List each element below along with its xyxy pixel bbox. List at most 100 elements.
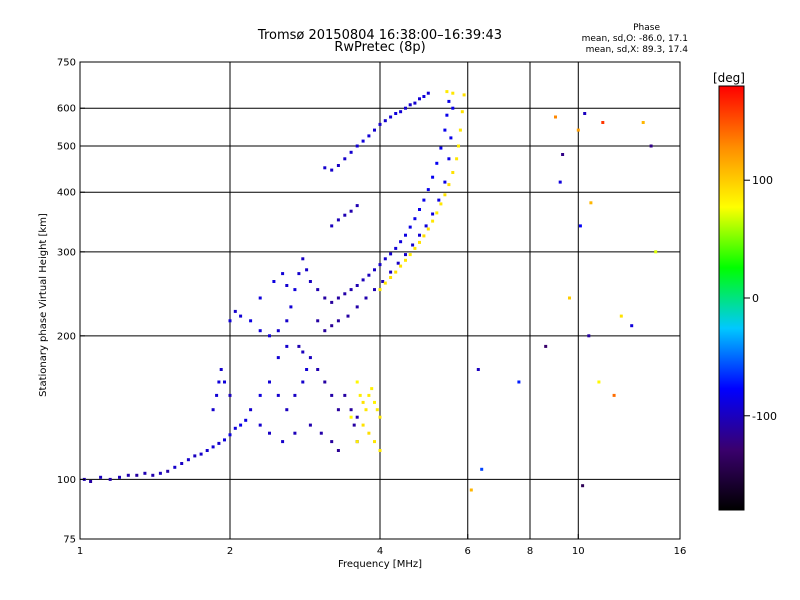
data-point <box>413 101 417 105</box>
data-point <box>297 272 301 276</box>
colorbar: [deg] <box>713 71 745 511</box>
data-point <box>373 400 376 404</box>
data-point <box>268 334 271 338</box>
data-point <box>581 484 585 488</box>
y-axis-label: Stationary phase Virtual Height [km] <box>38 213 49 397</box>
data-point <box>330 393 334 397</box>
data-point <box>389 270 393 274</box>
data-point <box>373 268 376 272</box>
data-point <box>578 224 582 228</box>
data-point <box>431 175 435 179</box>
data-point <box>378 288 382 292</box>
data-point <box>597 380 601 384</box>
data-point <box>408 253 412 257</box>
data-point <box>396 261 400 265</box>
data-point <box>544 344 548 348</box>
data-point <box>293 431 297 435</box>
data-point <box>457 144 460 148</box>
data-point <box>281 440 285 444</box>
data-point <box>126 473 130 477</box>
data-point <box>561 153 565 156</box>
data-point <box>223 438 226 442</box>
data-point <box>258 423 262 427</box>
data-point <box>418 97 421 101</box>
data-point <box>289 305 293 309</box>
data-point <box>355 144 359 148</box>
data-point <box>373 288 376 292</box>
data-point <box>336 218 340 222</box>
data-point <box>424 224 428 228</box>
data-point <box>349 288 353 292</box>
data-point <box>422 95 426 98</box>
data-point <box>355 284 359 287</box>
colorbar-tick-label: 0 <box>752 292 759 305</box>
phase-stats-title: Phase <box>633 23 660 33</box>
data-point <box>460 110 464 114</box>
data-point <box>389 252 393 256</box>
data-point <box>361 423 365 427</box>
data-point <box>330 300 334 304</box>
data-point <box>422 234 426 238</box>
data-point <box>244 418 248 422</box>
data-point <box>151 473 155 477</box>
data-point <box>180 462 184 465</box>
data-point <box>378 415 382 419</box>
data-point <box>451 171 455 174</box>
data-point <box>211 445 215 449</box>
data-point <box>361 400 365 404</box>
data-point <box>476 368 480 371</box>
data-point <box>158 471 162 475</box>
data-point <box>431 212 435 216</box>
data-point <box>301 350 305 354</box>
data-point <box>426 188 430 192</box>
x-tick-label: 2 <box>227 546 233 557</box>
data-point <box>143 471 147 475</box>
data-point <box>367 393 371 397</box>
x-tick-label: 8 <box>527 546 533 557</box>
data-point <box>443 128 447 132</box>
data-point <box>355 415 359 419</box>
data-point <box>413 217 417 221</box>
data-point <box>447 183 451 187</box>
data-point <box>435 161 439 165</box>
data-point <box>316 368 320 371</box>
data-point <box>435 211 439 215</box>
data-point <box>451 106 455 110</box>
data-point <box>517 380 521 384</box>
data-point <box>217 380 221 384</box>
data-point <box>422 198 426 202</box>
data-point <box>367 134 371 138</box>
data-point <box>364 296 368 300</box>
data-point <box>404 253 407 257</box>
data-point <box>352 423 356 427</box>
data-point <box>308 280 312 283</box>
data-point <box>601 121 605 124</box>
y-tick-label: 100 <box>57 475 76 486</box>
data-point <box>641 121 645 124</box>
x-axis-label: Frequency [MHz] <box>338 559 422 570</box>
data-point <box>285 408 289 412</box>
data-point <box>219 368 223 371</box>
data-point <box>268 380 271 384</box>
data-point <box>323 329 327 333</box>
data-point <box>308 423 312 427</box>
data-point <box>439 146 443 150</box>
data-point <box>630 324 634 328</box>
data-point <box>323 166 327 170</box>
data-point <box>378 122 382 126</box>
data-point <box>268 431 271 435</box>
data-point <box>418 208 421 211</box>
data-point <box>389 115 393 119</box>
colorbar-ticks: 100 0 -100 <box>744 174 777 423</box>
data-point <box>239 314 243 318</box>
data-point <box>285 344 289 348</box>
data-point <box>355 204 359 208</box>
data-point <box>211 408 215 412</box>
data-point <box>308 356 312 360</box>
data-point <box>431 219 435 223</box>
data-point <box>281 272 285 276</box>
data-point <box>276 356 280 360</box>
data-point <box>205 449 209 452</box>
y-tick-label: 500 <box>57 141 76 152</box>
